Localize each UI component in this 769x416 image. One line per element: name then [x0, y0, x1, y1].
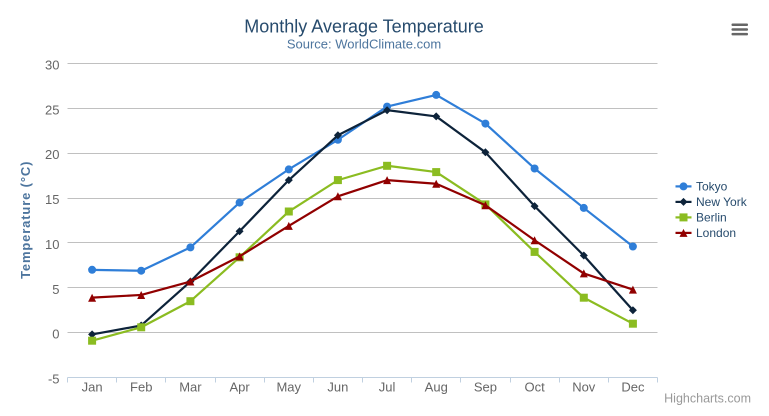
svg-text:Temperature (°C): Temperature (°C)	[18, 161, 33, 279]
svg-text:5: 5	[52, 282, 59, 297]
svg-text:0: 0	[52, 327, 59, 342]
svg-text:15: 15	[45, 192, 59, 207]
svg-text:-5: -5	[48, 372, 60, 387]
svg-text:Highcharts.com: Highcharts.com	[664, 392, 751, 406]
svg-text:Apr: Apr	[229, 380, 250, 395]
svg-text:Jun: Jun	[327, 380, 348, 395]
svg-text:Source: WorldClimate.com: Source: WorldClimate.com	[287, 37, 441, 52]
svg-text:Jul: Jul	[379, 380, 396, 395]
svg-text:Aug: Aug	[425, 380, 448, 395]
svg-text:20: 20	[45, 147, 59, 162]
svg-text:Oct: Oct	[524, 380, 545, 395]
svg-text:Monthly Average Temperature: Monthly Average Temperature	[244, 17, 483, 37]
svg-text:Mar: Mar	[179, 380, 202, 395]
svg-text:30: 30	[45, 58, 59, 73]
svg-text:Tokyo: Tokyo	[696, 180, 728, 194]
svg-text:Sep: Sep	[474, 380, 497, 395]
svg-text:May: May	[276, 380, 301, 395]
svg-text:Dec: Dec	[621, 380, 645, 395]
svg-text:10: 10	[45, 237, 59, 252]
svg-text:London: London	[696, 226, 736, 240]
svg-text:Feb: Feb	[130, 380, 152, 395]
svg-text:25: 25	[45, 102, 59, 117]
svg-text:New York: New York	[696, 195, 748, 209]
svg-text:Nov: Nov	[572, 380, 596, 395]
svg-text:Berlin: Berlin	[696, 211, 727, 225]
svg-text:Jan: Jan	[82, 380, 103, 395]
